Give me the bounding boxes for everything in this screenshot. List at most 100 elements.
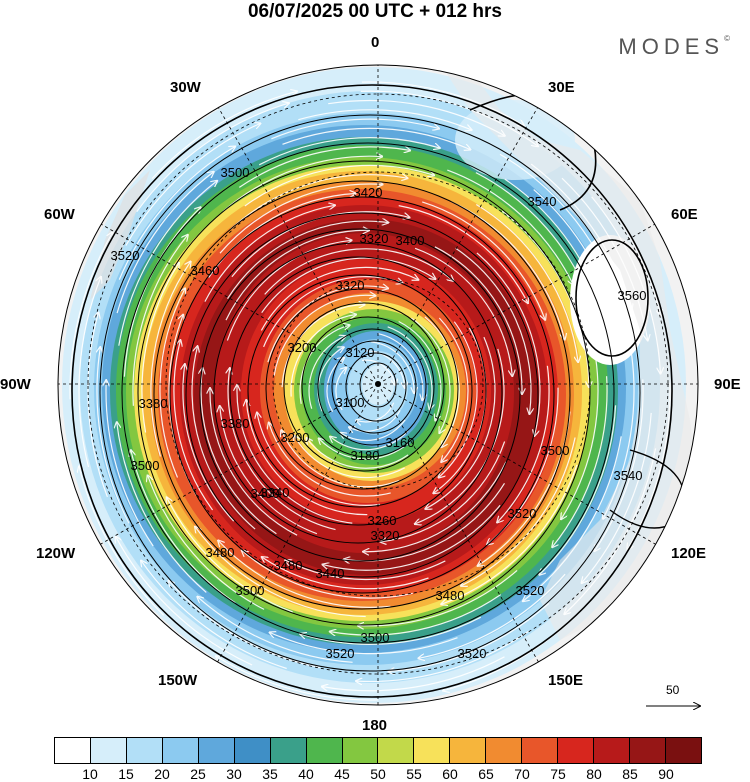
streamline bbox=[533, 189, 624, 360]
streamline bbox=[262, 557, 429, 590]
streamline bbox=[387, 326, 432, 409]
contour-label: 3480 bbox=[206, 545, 235, 560]
streamline bbox=[298, 109, 471, 130]
streamline bbox=[210, 388, 298, 536]
contour-label: 3160 bbox=[386, 435, 415, 450]
meridian bbox=[377, 218, 664, 385]
streamline bbox=[398, 320, 442, 421]
colorbar-swatch bbox=[630, 738, 666, 763]
streamline bbox=[228, 368, 336, 531]
colorbar-swatch bbox=[378, 738, 415, 763]
streamline bbox=[530, 163, 631, 310]
streamline bbox=[330, 430, 409, 451]
streamline bbox=[260, 266, 418, 331]
streamline bbox=[244, 164, 434, 207]
map-boundary bbox=[57, 64, 699, 706]
streamline bbox=[198, 597, 353, 663]
height-contour bbox=[283, 302, 445, 472]
streamline bbox=[242, 551, 413, 599]
parallel bbox=[87, 93, 669, 675]
streamline bbox=[381, 441, 506, 542]
colorbar-swatch bbox=[198, 738, 235, 763]
map-title: 06/07/2025 00 UTC + 012 hrs bbox=[247, 1, 503, 22]
contour-label: 3500 bbox=[361, 630, 390, 645]
streamline bbox=[263, 276, 403, 348]
streamline bbox=[281, 305, 364, 388]
colorbar-swatch bbox=[162, 738, 199, 763]
streamline bbox=[582, 412, 652, 583]
contour-label: 3380 bbox=[139, 396, 168, 411]
streamline bbox=[216, 656, 379, 701]
graticule bbox=[58, 65, 698, 705]
streamline bbox=[455, 247, 531, 413]
colorbar-tick: 20 bbox=[154, 766, 170, 782]
streamline bbox=[361, 359, 395, 385]
lon-label-30w: 30W bbox=[170, 79, 201, 96]
contour-label: 3400 bbox=[251, 486, 280, 501]
streamline bbox=[540, 405, 617, 574]
streamline bbox=[258, 137, 439, 166]
streamline bbox=[294, 436, 405, 479]
streamline bbox=[97, 347, 130, 524]
streamline bbox=[195, 527, 366, 618]
brand-text: MODES bbox=[618, 34, 725, 59]
colorbar-tick: 40 bbox=[298, 766, 314, 782]
streamline bbox=[226, 221, 389, 300]
streamline bbox=[439, 321, 478, 478]
height-contour bbox=[199, 228, 521, 562]
streamline bbox=[475, 172, 592, 307]
colorbar-swatch bbox=[558, 738, 595, 763]
streamline bbox=[225, 230, 369, 321]
lon-label-60e: 60E bbox=[671, 206, 698, 223]
streamline bbox=[264, 248, 454, 295]
contour-label: 3100 bbox=[336, 395, 365, 410]
streamline bbox=[365, 350, 405, 388]
streamline bbox=[552, 376, 608, 547]
height-contour bbox=[331, 340, 417, 434]
colorbar-tick: 80 bbox=[586, 766, 602, 782]
streamline bbox=[356, 630, 530, 681]
colorbar-tick: 45 bbox=[334, 766, 350, 782]
streamline bbox=[504, 178, 609, 332]
streamline bbox=[361, 81, 524, 126]
contour-label: 3200 bbox=[281, 430, 310, 445]
height-contour bbox=[185, 212, 539, 578]
contour-label: 3320 bbox=[371, 528, 400, 543]
contour-label: 3540 bbox=[614, 468, 643, 483]
meridian bbox=[377, 98, 544, 385]
streamline bbox=[628, 382, 671, 550]
streamline bbox=[497, 365, 550, 523]
colorbar-tick: 25 bbox=[190, 766, 206, 782]
height-contour bbox=[265, 288, 459, 490]
streamline bbox=[131, 450, 236, 604]
colorbar-tick: 35 bbox=[262, 766, 278, 782]
streamline bbox=[523, 436, 622, 601]
streamline bbox=[79, 467, 165, 616]
contour-label: 3260 bbox=[368, 513, 397, 528]
meridian bbox=[92, 218, 379, 385]
height-contour bbox=[169, 196, 555, 594]
map-disc: 3500 3520 3540 3560 3460 3420 3400 3320 3320 3200… bbox=[58, 65, 698, 705]
contour-label: 3500 bbox=[236, 583, 265, 598]
lon-label-0: 0 bbox=[371, 34, 380, 51]
streamline bbox=[220, 406, 318, 535]
colorbar-swatch bbox=[522, 738, 559, 763]
colorbar-tick: 75 bbox=[550, 766, 566, 782]
streamline bbox=[561, 349, 599, 520]
brand-logo: MODES© bbox=[618, 34, 730, 60]
meridian bbox=[377, 383, 544, 670]
streamline bbox=[595, 379, 644, 551]
streamline bbox=[308, 336, 345, 409]
height-contour bbox=[99, 114, 641, 672]
height-contour bbox=[575, 239, 649, 357]
streamline bbox=[69, 233, 113, 400]
streamline bbox=[323, 504, 501, 571]
streamline bbox=[201, 368, 277, 535]
lon-label-150e: 150E bbox=[548, 672, 584, 689]
contour-label: 3440 bbox=[316, 566, 345, 581]
streamline bbox=[270, 633, 458, 655]
lon-label-120e: 120E bbox=[671, 545, 707, 562]
streamline bbox=[141, 263, 179, 433]
contour-label: 3500 bbox=[221, 165, 250, 180]
streamline bbox=[561, 177, 648, 340]
